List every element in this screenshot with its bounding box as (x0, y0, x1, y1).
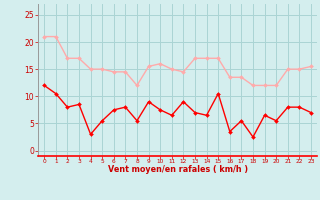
X-axis label: Vent moyen/en rafales ( km/h ): Vent moyen/en rafales ( km/h ) (108, 165, 248, 174)
